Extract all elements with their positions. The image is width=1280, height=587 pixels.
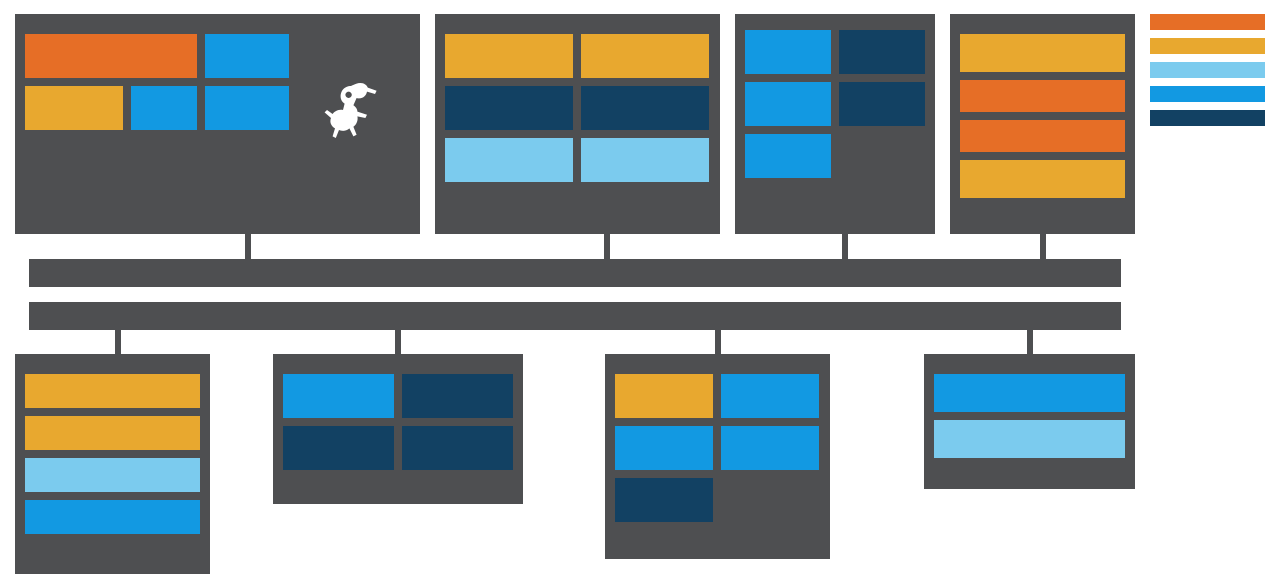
gecko-icon <box>315 69 395 159</box>
block-low-energy-timer <box>721 374 819 418</box>
block-backup-rtc <box>615 478 713 522</box>
block-flash <box>25 86 123 130</box>
connector <box>842 234 848 259</box>
block-gpio-wakeup <box>402 426 513 470</box>
block-i2c <box>25 500 200 534</box>
block-fast-startup-rc <box>445 138 573 182</box>
panel-cpu-memory <box>15 14 420 234</box>
panel-clock-management <box>435 14 720 234</box>
legend-em2 <box>1150 62 1265 78</box>
block-precision-lf-rc <box>581 138 709 182</box>
connector <box>1040 234 1046 259</box>
block-usart <box>25 374 200 408</box>
panel-security <box>950 14 1135 234</box>
connector <box>245 234 251 259</box>
block-adc <box>934 374 1125 412</box>
panel-timers-triggers <box>605 354 830 559</box>
panel-analog-modules <box>924 354 1135 489</box>
block-gpio <box>402 374 513 418</box>
panel-io-ports <box>273 354 523 504</box>
connector <box>715 330 721 355</box>
block-secure-boot <box>960 80 1125 112</box>
block-power-on-reset <box>839 82 925 126</box>
block-trng <box>960 160 1125 198</box>
connector <box>604 234 610 259</box>
block-temp-sensor <box>934 420 1125 458</box>
block-external-interrupts <box>283 374 394 418</box>
block-eusart <box>25 458 200 492</box>
block-brownout-detector <box>839 30 925 74</box>
block-arm-cortex <box>25 34 197 78</box>
block-ram <box>131 86 197 130</box>
connector <box>395 330 401 355</box>
block-pin-reset <box>283 426 394 470</box>
bus-prs <box>29 302 1121 330</box>
block-pdm <box>25 416 200 450</box>
block-rtc <box>615 426 713 470</box>
block-watchdog <box>721 426 819 470</box>
panel-serial-interfaces <box>15 354 210 574</box>
legend-em4 <box>1150 110 1265 126</box>
block-hf-crystal-osc <box>445 34 573 78</box>
block-ldma <box>205 86 289 130</box>
block-voltage-scaling <box>745 134 831 178</box>
block-dcdc-converter <box>745 82 831 126</box>
block-lf-crystal-osc <box>445 86 573 130</box>
block-debug-interface <box>205 34 289 78</box>
block-secure-debug <box>960 120 1125 152</box>
connector <box>115 330 121 355</box>
legend-em0 <box>1150 14 1265 30</box>
block-voltage-regulator <box>745 30 831 74</box>
legend-em3 <box>1150 86 1265 102</box>
diagram-main <box>15 14 1135 574</box>
block-ulf-rc-osc <box>581 86 709 130</box>
connector <box>1027 330 1033 355</box>
bus-32bit <box>29 259 1121 287</box>
legend-em1 <box>1150 38 1265 54</box>
block-aes-sha-ecc <box>960 34 1125 72</box>
energy-mode-legend <box>1150 14 1265 134</box>
panel-energy-management <box>735 14 935 234</box>
block-hf-rc-osc <box>581 34 709 78</box>
block-timer-counter <box>615 374 713 418</box>
